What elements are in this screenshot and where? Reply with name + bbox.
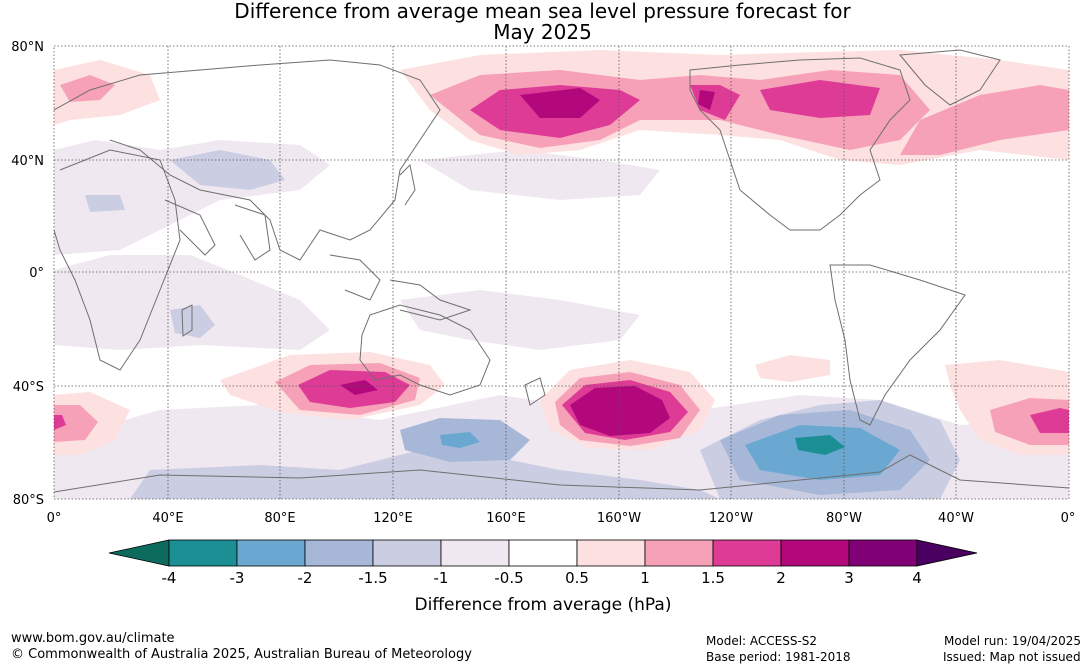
lon-label: 0°	[1061, 511, 1076, 526]
colorbar-tick-label: 1.5	[701, 569, 725, 587]
footer-base-period: Base period: 1981-2018	[706, 650, 851, 664]
lat-label: 0°	[29, 266, 44, 281]
anomaly-shading	[54, 50, 1069, 499]
lat-label: 80°S	[13, 493, 44, 508]
lon-label: 120°W	[709, 511, 753, 526]
footer-model: Model: ACCESS-S2	[706, 634, 818, 648]
footer-url: www.bom.gov.au/climate	[11, 631, 175, 646]
colorbar-tick-label: -0.5	[494, 569, 523, 587]
colorbar-tick-label: 0.5	[565, 569, 589, 587]
colorbar-tick-label: -4	[162, 569, 177, 587]
lon-label: 80°E	[264, 511, 295, 526]
lon-label: 160°W	[597, 511, 641, 526]
colorbar-tick-label: -1	[434, 569, 449, 587]
lon-label: 120°E	[373, 511, 413, 526]
colorbar-cell	[508, 539, 578, 567]
footer-issued: Issued: Map not issued	[943, 650, 1081, 664]
colorbar-cell	[372, 539, 442, 567]
colorbar-cell	[576, 539, 646, 567]
lat-label: 40°S	[13, 380, 44, 395]
colorbar-cell	[644, 539, 714, 567]
colorbar-cell	[780, 539, 850, 567]
footer-model-run: Model run: 19/04/2025	[944, 634, 1082, 648]
colorbar-cell	[236, 539, 306, 567]
colorbar-extend-low	[108, 539, 170, 567]
lat-label: 80°N	[11, 40, 44, 55]
lat-label: 40°N	[11, 154, 44, 169]
lon-label: 160°E	[486, 511, 526, 526]
colorbar-cell	[440, 539, 510, 567]
colorbar-tick-label: 2	[776, 569, 786, 587]
colorbar-tick-label: -3	[230, 569, 245, 587]
colorbar-cell	[168, 539, 238, 567]
map-frame	[53, 45, 1070, 500]
colorbar: -4 -3 -2 -1.5 -1 -0.5 0.5 1 1.5 2 3 4 Difference fr…	[108, 539, 978, 615]
lon-label: 80°W	[826, 511, 862, 526]
footer-copyright: © Commonwealth of Australia 2025, Austra…	[11, 647, 472, 662]
colorbar-cell	[848, 539, 918, 567]
colorbar-tick-label: 1	[640, 569, 650, 587]
colorbar-tick-label: 4	[912, 569, 922, 587]
map-title-line2: May 2025	[493, 20, 592, 44]
colorbar-tick-label: 3	[844, 569, 854, 587]
colorbar-tick-label: -1.5	[358, 569, 387, 587]
lon-label: 0°	[47, 511, 62, 526]
lon-label: 40°W	[938, 511, 974, 526]
colorbar-title: Difference from average (hPa)	[415, 595, 672, 615]
lon-label: 40°E	[152, 511, 183, 526]
colorbar-tick-label: -2	[298, 569, 313, 587]
map-title-line1: Difference from average mean sea level p…	[234, 0, 851, 23]
gridlines	[54, 46, 1069, 499]
coastlines	[54, 49, 1069, 493]
colorbar-extend-high	[916, 539, 978, 567]
colorbar-cell	[712, 539, 782, 567]
colorbar-cell	[304, 539, 374, 567]
